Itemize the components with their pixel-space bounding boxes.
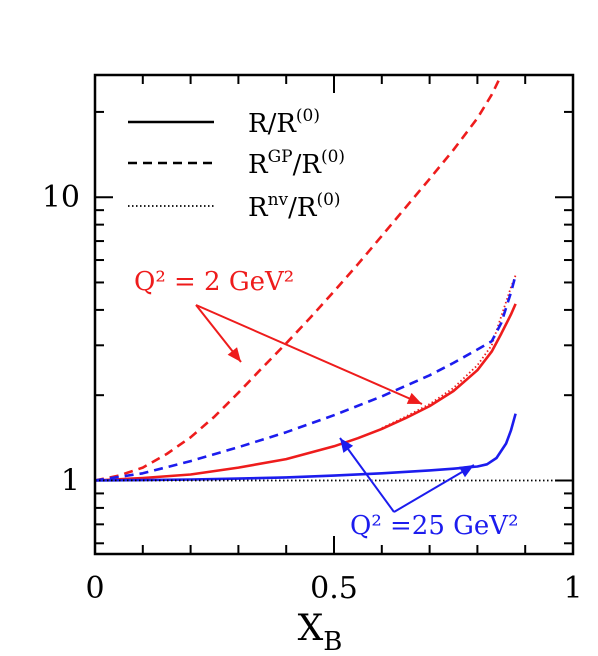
annotation-arrows	[195, 304, 475, 513]
tick-labels: 0 0.5 1 1 10	[42, 180, 583, 606]
annotation-q2-25: Q² =25 GeV²	[350, 511, 519, 541]
series-line-q22-dashed	[95, 75, 503, 482]
arrow-q2-25-to-dashed	[339, 437, 395, 513]
x-axis-label-subscript: B	[323, 627, 342, 656]
y-tick-label: 1	[61, 463, 80, 498]
arrow-q2-25-to-solid-head	[458, 465, 474, 478]
series-line-q22-solid	[95, 303, 517, 482]
series-line-q225-dashed	[95, 274, 517, 482]
x-axis-label: XB	[298, 608, 343, 656]
legend-label-dashed: RGP/R(0)	[248, 147, 345, 180]
series-layer	[95, 75, 573, 482]
annotation-q2-2: Q² = 2 GeV²	[134, 267, 294, 297]
arrow-q2-2-to-solid	[195, 304, 423, 405]
x-tick-label: 0.5	[310, 571, 358, 606]
arrow-q2-2-to-dashed-head	[227, 347, 241, 362]
legend-label-dotted: Rnv/R(0)	[248, 190, 341, 223]
arrow-q2-2-to-solid-head	[406, 392, 422, 404]
y-tick-label: 10	[42, 180, 80, 215]
x-tick-label: 0	[85, 571, 104, 606]
plot-frame	[93, 73, 575, 556]
arrow-q2-25-to-dashed-head	[340, 438, 354, 453]
series-line-q22-dotted	[381, 274, 517, 429]
legend-label-solid: R/R(0)	[248, 106, 320, 139]
series-line-q225-solid	[95, 413, 517, 482]
legend: R/R(0) RGP/R(0) Rnv/R(0)	[128, 106, 345, 223]
arrow-q2-25-to-solid	[393, 464, 475, 513]
x-tick-label: 1	[563, 571, 582, 606]
